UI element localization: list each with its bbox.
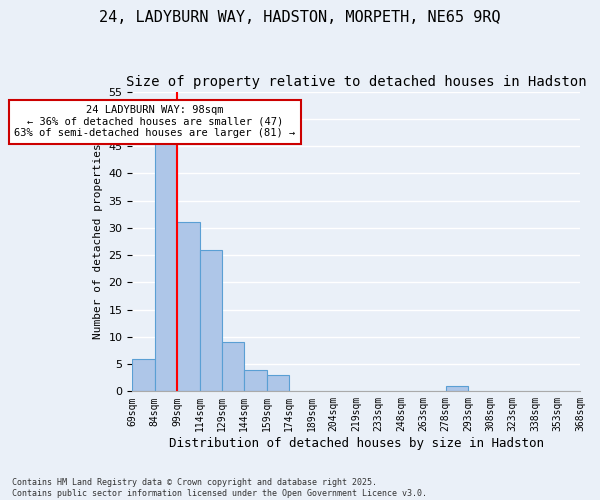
Bar xyxy=(266,375,289,392)
Bar xyxy=(133,358,155,392)
Bar xyxy=(177,222,200,392)
Text: 24 LADYBURN WAY: 98sqm
← 36% of detached houses are smaller (47)
63% of semi-det: 24 LADYBURN WAY: 98sqm ← 36% of detached… xyxy=(14,105,295,138)
Text: 24, LADYBURN WAY, HADSTON, MORPETH, NE65 9RQ: 24, LADYBURN WAY, HADSTON, MORPETH, NE65… xyxy=(99,10,501,25)
Y-axis label: Number of detached properties: Number of detached properties xyxy=(93,144,103,340)
Text: Contains HM Land Registry data © Crown copyright and database right 2025.
Contai: Contains HM Land Registry data © Crown c… xyxy=(12,478,427,498)
Bar xyxy=(244,370,266,392)
X-axis label: Distribution of detached houses by size in Hadston: Distribution of detached houses by size … xyxy=(169,437,544,450)
Bar xyxy=(200,250,222,392)
Bar xyxy=(155,140,177,392)
Title: Size of property relative to detached houses in Hadston: Size of property relative to detached ho… xyxy=(126,75,587,89)
Bar xyxy=(446,386,468,392)
Bar xyxy=(222,342,244,392)
